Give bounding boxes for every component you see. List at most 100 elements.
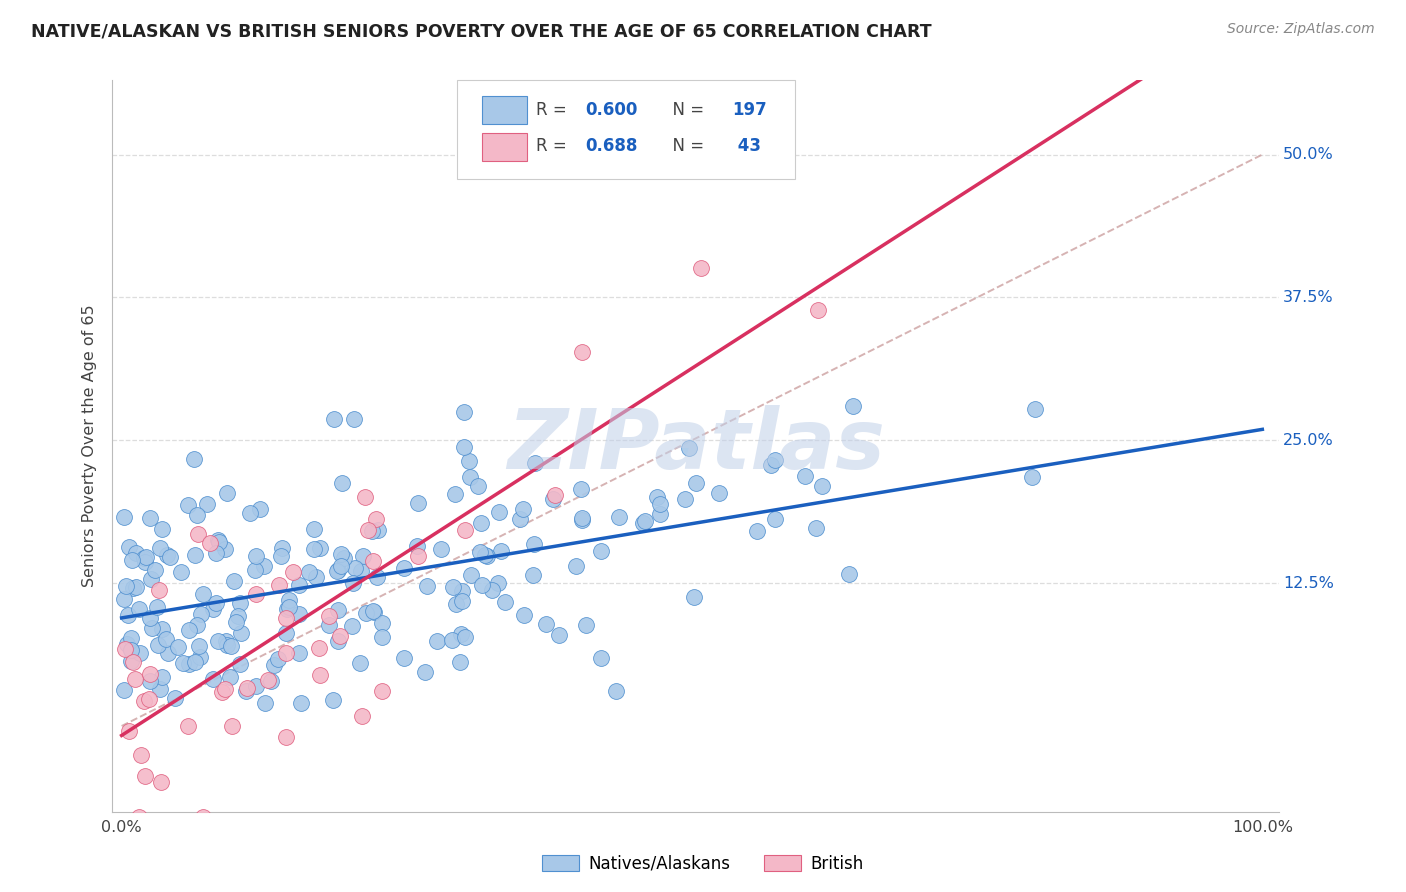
Point [149,541,172,556]
Point [148,583,170,598]
Point [191,586,214,600]
Point [486,575,509,590]
Point [112,510,135,524]
Point [631,516,654,530]
Point [120,642,142,657]
Point [842,399,865,413]
Point [254,696,277,710]
Point [340,619,363,633]
Y-axis label: Seniors Poverty Over the Age of 65: Seniors Poverty Over the Age of 65 [82,305,97,587]
Point [838,567,860,582]
Point [328,634,350,648]
Point [190,607,212,621]
Point [453,405,475,419]
Point [128,810,150,824]
Point [332,551,354,566]
Point [571,345,593,359]
Point [169,565,191,579]
Point [122,582,145,596]
Point [488,505,510,519]
Point [277,592,299,607]
Point [125,580,148,594]
Point [308,667,330,681]
Point [259,674,281,689]
Point [804,521,827,535]
Point [309,541,332,556]
Point [413,665,436,679]
Point [361,524,384,539]
Point [146,638,169,652]
Point [217,638,239,652]
Point [543,488,565,502]
Point [444,487,467,501]
Point [172,657,194,671]
Point [120,632,142,646]
Point [304,542,326,557]
Point [361,604,384,618]
Point [207,533,229,547]
Point [115,637,138,651]
Text: 37.5%: 37.5% [1282,290,1333,305]
Point [214,681,236,696]
Text: 0.688: 0.688 [585,137,637,155]
Point [471,578,494,592]
Point [112,591,135,606]
Point [449,655,471,669]
Point [149,681,172,696]
Point [141,572,163,586]
Point [287,578,309,592]
Point [139,611,162,625]
Point [236,681,259,695]
Point [187,639,209,653]
Point [117,608,139,623]
Point [191,810,214,824]
Point [689,260,711,275]
Point [683,590,706,604]
Point [467,479,489,493]
Point [645,490,668,504]
Point [512,502,534,516]
Point [159,549,181,564]
Point [163,691,186,706]
Point [1021,470,1043,484]
Point [329,547,352,561]
Point [129,748,152,763]
Point [330,476,353,491]
Point [271,541,294,556]
Point [352,708,374,723]
Point [245,679,267,693]
Point [155,632,177,646]
Point [364,512,387,526]
Point [460,567,482,582]
Point [219,639,242,653]
Point [121,553,143,567]
Point [318,608,340,623]
Point [415,579,437,593]
Point [444,597,467,611]
Point [366,569,388,583]
Point [124,672,146,686]
Point [139,666,162,681]
Point [245,587,267,601]
Text: 0.600: 0.600 [585,101,637,119]
Point [276,626,298,640]
Point [429,542,451,557]
Point [524,456,547,470]
Point [287,607,309,622]
Point [187,526,209,541]
Point [156,548,179,562]
Point [481,583,503,598]
Point [453,440,475,454]
Point [120,654,142,668]
FancyBboxPatch shape [482,133,527,161]
Point [112,682,135,697]
Legend: Natives/Alaskans, British: Natives/Alaskans, British [536,848,870,880]
Point [475,549,498,564]
FancyBboxPatch shape [457,80,796,179]
Point [673,491,696,506]
Point [329,629,352,643]
Text: N =: N = [662,137,710,155]
Point [222,574,245,589]
Point [257,673,280,687]
Point [214,634,236,648]
